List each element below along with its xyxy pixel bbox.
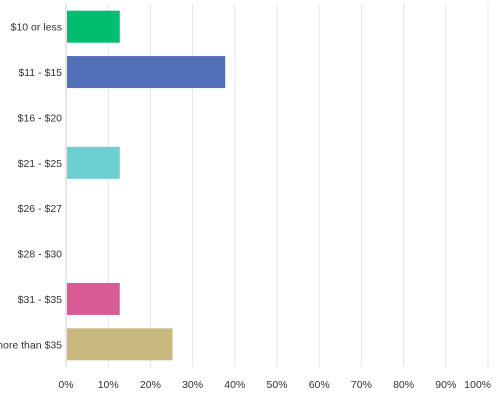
bars: [67, 10, 226, 361]
bar: [67, 146, 120, 179]
x-tick-label: 90%: [435, 379, 456, 391]
x-tick-label: 10%: [98, 379, 119, 391]
x-tick-labels: 0% 10% 20% 30% 40% 50% 60% 70% 80% 90% 100%: [58, 379, 491, 391]
x-tick-label: 80%: [393, 379, 414, 391]
x-tick-label: 0%: [58, 379, 73, 391]
x-tick-label: 70%: [351, 379, 372, 391]
category-label: more than $35: [0, 339, 62, 351]
x-tick-label: 30%: [182, 379, 203, 391]
category-label: $16 - $20: [18, 112, 63, 124]
x-tick-label: 60%: [309, 379, 330, 391]
bar: [67, 328, 173, 361]
x-tick-label: 20%: [140, 379, 161, 391]
category-labels: $10 or less $11 - $15 $16 - $20 $21 - $25 $2…: [0, 22, 62, 352]
category-label: $11 - $15: [18, 67, 62, 79]
category-label: $28 - $30: [18, 249, 63, 261]
x-tick-label: 40%: [224, 379, 245, 391]
category-label: $26 - $27: [18, 203, 63, 215]
bar: [67, 10, 120, 43]
bar: [67, 282, 120, 315]
category-label: $21 - $25: [18, 158, 63, 170]
x-tick-label: 50%: [266, 379, 287, 391]
bar: [67, 56, 226, 89]
category-label: $31 - $35: [18, 294, 63, 306]
category-label: $10 or less: [11, 22, 62, 34]
x-tick-label: 100%: [464, 379, 491, 391]
